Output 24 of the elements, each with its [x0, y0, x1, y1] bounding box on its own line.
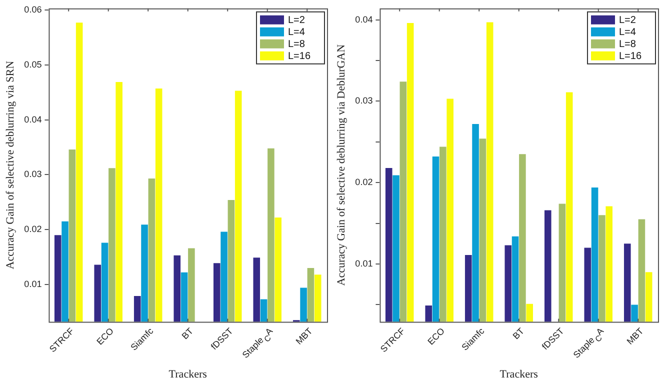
x-tick-label: BT: [510, 326, 526, 342]
legend-label: L=16: [619, 51, 642, 62]
legend-label: L=8: [619, 39, 636, 50]
x-tick-label: BT: [180, 326, 196, 342]
y-axis-title: Accuracy Gain of selective deblurring via DeblurGAN: [335, 44, 348, 286]
y-tick-label: 0.06: [24, 4, 42, 15]
legend-label: L=2: [619, 15, 636, 26]
y-tick-label: 0.03: [24, 169, 42, 180]
legend-label: L=16: [288, 51, 311, 62]
y-tick-label: 0.04: [355, 14, 373, 24]
legend-label: L=2: [288, 15, 306, 26]
legend-label: L=4: [619, 27, 636, 38]
y-tick-label: 0.01: [24, 278, 42, 289]
y-tick-label: 0.05: [24, 59, 42, 70]
y-axis-title: Accuracy Gain of selective deblurring via SRN: [4, 60, 16, 270]
y-tick-label: 0.04: [24, 114, 42, 124]
y-tick-label: 0.02: [355, 177, 373, 188]
y-tick-label: 0.03: [355, 96, 373, 106]
x-axis-title: Trackers: [168, 368, 207, 380]
legend-label: L=4: [288, 27, 306, 38]
y-tick-label: 0.02: [24, 224, 42, 234]
x-axis-title: Trackers: [500, 368, 538, 380]
legend-label: L=8: [288, 39, 306, 50]
y-tick-label: 0.01: [355, 258, 373, 268]
